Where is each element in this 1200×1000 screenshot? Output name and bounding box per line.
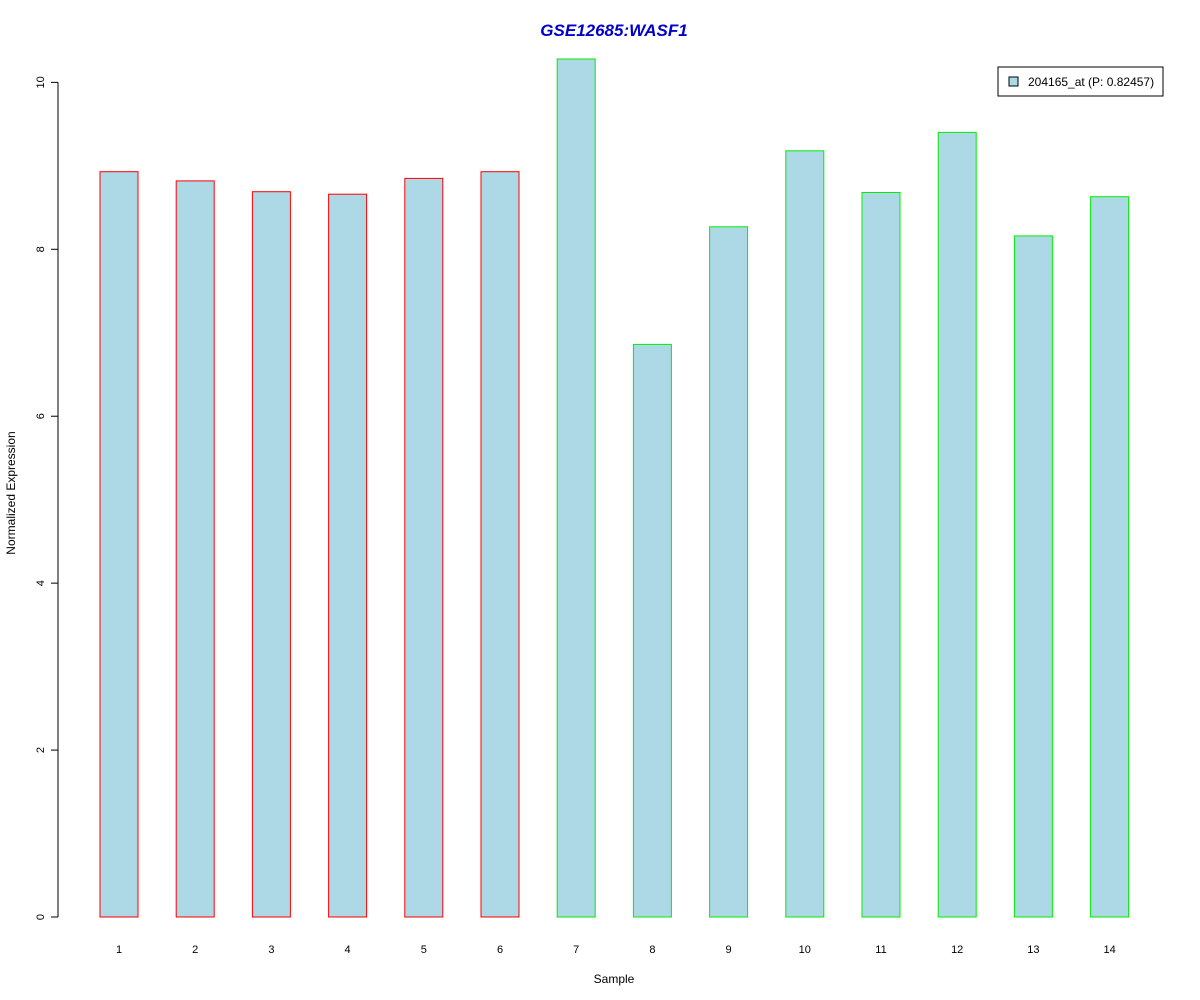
y-tick-label: 0 [35,914,47,920]
x-tick-label: 11 [875,944,886,956]
legend-swatch [1008,76,1019,87]
bar [99,171,139,918]
bar [1013,235,1053,918]
y-tick-label: 8 [35,246,47,252]
bar [709,226,749,918]
x-axis-label: Sample [594,972,635,986]
y-tick-label: 2 [35,747,47,753]
x-tick-label: 4 [345,944,351,956]
x-tick-label: 3 [268,944,274,956]
y-axis: 0 2 4 6 8 10 [35,76,59,920]
x-tick-label: 5 [421,944,427,956]
bars [99,58,1130,918]
bar [861,192,901,918]
x-tick-label: 7 [573,944,579,956]
bar [404,177,444,918]
x-tick-labels: 1 2 3 4 5 6 7 8 9 10 11 12 13 14 [116,944,1116,956]
x-tick-label: 13 [1027,944,1039,956]
x-tick-label: 8 [649,944,655,956]
x-tick-label: 2 [192,944,198,956]
legend-box [997,66,1164,97]
x-tick-label: 14 [1103,944,1115,956]
y-axis-label: Normalized Expression [4,431,18,554]
chart-title: GSE12685:WASF1 [540,21,687,40]
bar [328,193,368,918]
bar [937,131,977,918]
bar [1090,196,1130,918]
x-tick-label: 1 [116,944,122,956]
y-tick-label: 10 [35,76,47,88]
bar [175,180,215,918]
bar [480,171,520,918]
bar [785,150,825,918]
x-tick-label: 9 [726,944,732,956]
legend-label: 204165_at (P: 0.82457) [1028,75,1154,89]
bar [632,343,672,918]
x-tick-label: 10 [799,944,811,956]
bar [251,191,291,918]
legend: 204165_at (P: 0.82457) [997,66,1164,97]
x-tick-label: 6 [497,944,503,956]
x-tick-label: 12 [951,944,963,956]
bar [556,58,596,918]
y-tick-label: 4 [35,580,47,586]
y-tick-label: 6 [35,413,47,419]
